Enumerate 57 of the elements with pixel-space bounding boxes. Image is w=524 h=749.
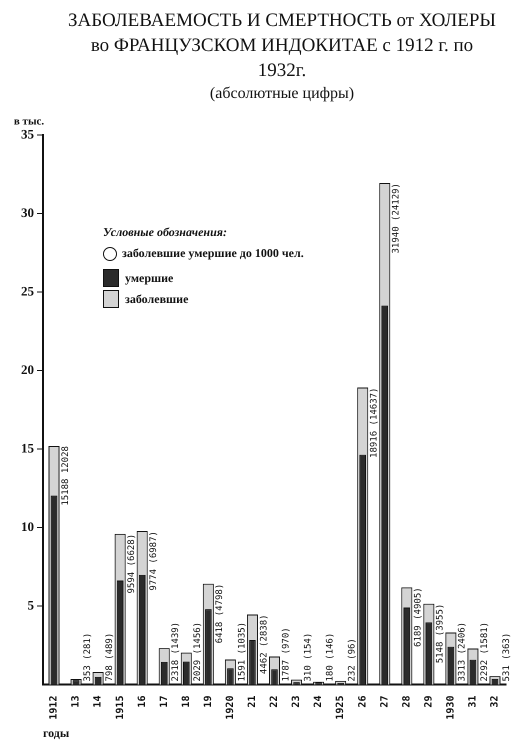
annotation: 310 (154)	[303, 632, 314, 682]
x-tick-label: 14	[92, 696, 104, 708]
annotation: 9774 (6987)	[149, 531, 160, 591]
annotation: 531 (363)	[502, 632, 512, 682]
annotation: 9594 (6628)	[127, 534, 138, 594]
annotation: 353 (281)	[82, 632, 93, 682]
x-tick-label: 31	[468, 696, 479, 708]
annotation: заболевшие умершие до 1000 чел.	[122, 246, 304, 261]
y-tick-label: 10	[21, 518, 34, 534]
x-tick-label: 1925	[335, 696, 346, 720]
x-tick-label: 26	[357, 696, 368, 708]
x-tick-label: 29	[423, 696, 434, 708]
legend-label: умершие	[125, 270, 174, 286]
annotation: 1787 (970)	[281, 627, 292, 682]
legend-title: Условные обозначения:	[103, 225, 228, 240]
y-axis-title: в тыс.	[14, 115, 44, 128]
x-tick-label: 27	[379, 696, 390, 708]
x-tick-label: 18	[180, 696, 192, 708]
annotation: 31940 (24129)	[392, 183, 402, 254]
x-tick-label: 1930	[445, 696, 456, 720]
y-tick-label: 30	[21, 204, 34, 220]
x-tick-label: 23	[291, 696, 302, 708]
y-tick-label: 15	[21, 440, 34, 456]
x-tick-label: 24	[313, 696, 324, 708]
annotation: 18916 (14637)	[370, 388, 380, 458]
annotation: 6418 (4798)	[215, 584, 226, 644]
y-tick-label: 5	[28, 597, 34, 612]
annotation: 3313 (2406)	[458, 622, 468, 682]
x-tick-label: 28	[401, 696, 412, 708]
x-axis-title: годы	[43, 726, 70, 740]
annotation: 798 (489)	[104, 632, 115, 682]
y-tick-label: 20	[21, 362, 34, 377]
x-tick-label: 1912	[48, 696, 60, 720]
x-tick-label: 17	[158, 696, 170, 708]
y-tick-label: 25	[21, 283, 34, 298]
x-tick-label: 1920	[225, 696, 236, 720]
annotation: 232 (96)	[348, 638, 358, 682]
annotation: 1591 (1035)	[237, 622, 248, 682]
y-tick-label: 35	[21, 126, 34, 142]
annotation: 2318 (1439)	[171, 622, 182, 682]
chart-subtitle: (абсолютные цифры)	[208, 84, 356, 104]
annotation: 2029 (1456)	[193, 622, 204, 682]
chart-title: ЗАБОЛЕВАЕМОСТЬ И СМЕРТНОСТЬ от ХОЛЕРЫ во ФРАНЦУЗСКОМ ИНДОКИТАЕ с 1912 г. по 1932г.	[67, 9, 498, 83]
x-tick-label: 32	[490, 696, 501, 708]
annotation: 2292 (1581)	[480, 622, 490, 682]
annotation: 5148 (3955)	[436, 604, 446, 664]
legend-label: заболевшие	[125, 292, 188, 306]
x-tick-label: 21	[247, 696, 258, 708]
x-tick-label: 22	[269, 696, 280, 708]
annotation: 15188 12028	[60, 446, 71, 506]
x-tick-label: 19	[202, 696, 214, 708]
x-tick-label: 1915	[114, 696, 126, 720]
annotation: 180 (146)	[325, 632, 336, 682]
annotation: 6189 (4905)	[414, 587, 424, 647]
annotation: 4462 (2838)	[259, 614, 270, 674]
x-tick-label: 13	[70, 696, 82, 708]
x-tick-label: 16	[136, 696, 148, 708]
